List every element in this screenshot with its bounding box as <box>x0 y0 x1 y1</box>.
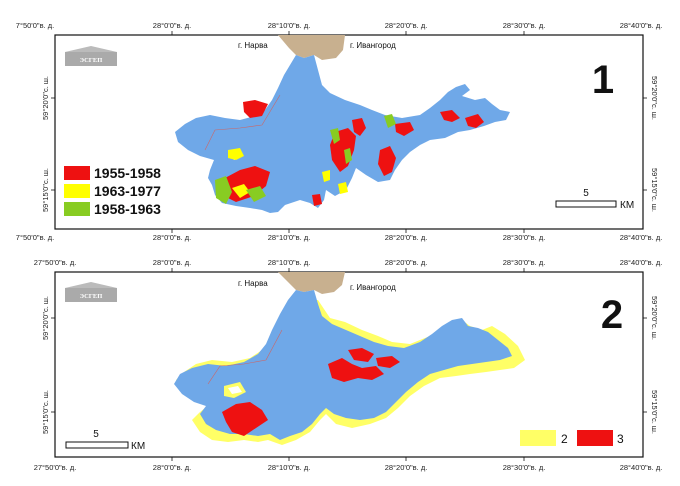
tick-label: 28°30'0"в. д. <box>503 21 546 30</box>
legend-swatch-yellow <box>520 430 556 446</box>
tick-label: 28°30'0"в. д. <box>503 258 546 267</box>
tick-label: 28°20'0"в. д. <box>385 233 428 242</box>
tick-label: 28°0'0"в. д. <box>153 21 191 30</box>
city-ivangorod: г. Ивангород <box>350 283 396 292</box>
tick-label: 28°40'0"в. д. <box>620 258 663 267</box>
logo: ЭСГЕП <box>65 282 117 302</box>
scale-unit: КМ <box>131 441 145 452</box>
zone-3-areas <box>222 348 400 436</box>
scale-unit: КМ <box>620 200 634 211</box>
tick-label: 28°10'0"в. д. <box>268 463 311 472</box>
legend-label: 2 <box>561 432 568 446</box>
panel-number: 2 <box>601 293 623 337</box>
legend-label: 3 <box>617 432 624 446</box>
legend-label: 1963-1977 <box>94 183 161 199</box>
flood-1963-1977 <box>228 148 348 198</box>
scale-bar: 5 КМ <box>65 429 145 452</box>
bottom-tick-labels: 27°50'0"в. д. 28°0'0"в. д. 28°10'0"в. д.… <box>34 463 663 472</box>
lat-label: 59°15'0"с. ш. <box>41 168 50 212</box>
tick-label: 28°40'0"в. д. <box>620 21 663 30</box>
tick-label: 28°40'0"в. д. <box>620 463 663 472</box>
lat-label: 59°20'0"с. ш. <box>650 296 659 340</box>
legend-label: 1955-1958 <box>94 165 161 181</box>
top-tick-labels: 7°50'0"в. д. 28°0'0"в. д. 28°10'0"в. д. … <box>16 21 662 30</box>
logo: ЭСГЕП <box>65 46 117 66</box>
lat-label: 59°15'0"с. ш. <box>650 168 659 212</box>
legend-swatch-yellow <box>64 184 90 198</box>
lat-label: 59°20'0"с. ш. <box>41 296 50 340</box>
logo-text: ЭСГЕП <box>80 293 103 300</box>
top-tick-labels: 27°50'0"в. д. 28°0'0"в. д. 28°10'0"в. д.… <box>34 258 663 267</box>
tick-label: 28°30'0"в. д. <box>503 233 546 242</box>
legend-label: 1958-1963 <box>94 201 161 217</box>
tick-label: 28°30'0"в. д. <box>503 463 546 472</box>
bottom-tick-labels: 7°50'0"в. д. 28°0'0"в. д. 28°10'0"в. д. … <box>16 233 662 242</box>
legend-swatch-green <box>64 202 90 216</box>
lat-label: 59°20'0"с. ш. <box>41 76 50 120</box>
tick-label: 27°50'0"в. д. <box>34 463 77 472</box>
tick-label: 28°0'0"в. д. <box>153 463 191 472</box>
tick-label: 28°40'0"в. д. <box>620 233 663 242</box>
tick-label: 27°50'0"в. д. <box>34 258 77 267</box>
scale-number: 5 <box>583 188 589 199</box>
tick-label: 28°10'0"в. д. <box>268 258 311 267</box>
tick-label: 7°50'0"в. д. <box>16 233 54 242</box>
river-line <box>207 329 283 385</box>
tick-label: 28°20'0"в. д. <box>385 258 428 267</box>
panel-1: ЭСГЕП г. Нарва г. Ивангород 1 1955-1958 … <box>16 21 662 242</box>
lat-label: 59°15'0"с. ш. <box>650 390 659 434</box>
scale-bar: 5 КМ <box>555 188 634 211</box>
city-narva: г. Нарва <box>238 279 268 288</box>
island <box>228 386 242 394</box>
tick-label: 28°10'0"в. д. <box>268 233 311 242</box>
legend: 2 3 <box>520 430 624 446</box>
tick-label: 28°0'0"в. д. <box>153 233 191 242</box>
tick-label: 28°20'0"в. д. <box>385 463 428 472</box>
legend-swatch-red <box>64 166 90 180</box>
lat-label: 59°15'0"с. ш. <box>41 390 50 434</box>
river-line <box>204 94 281 151</box>
tick-label: 28°0'0"в. д. <box>153 258 191 267</box>
scale-number: 5 <box>93 429 99 440</box>
tick-label: 28°20'0"в. д. <box>385 21 428 30</box>
tick-marks <box>51 31 647 233</box>
city-narva: г. Нарва <box>238 41 268 50</box>
tick-marks <box>51 268 647 461</box>
legend-swatch-red <box>577 430 613 446</box>
flood-1958-1963 <box>215 114 396 204</box>
city-ivangorod: г. Ивангород <box>350 41 396 50</box>
legend: 1955-1958 1963-1977 1958-1963 <box>64 165 161 217</box>
lat-label: 59°20'0"с. ш. <box>650 76 659 120</box>
panel-2: ЭСГЕП г. Нарва г. Ивангород 2 5 КМ 2 3 2… <box>34 258 663 472</box>
land-area <box>278 272 345 294</box>
logo-text: ЭСГЕП <box>80 57 103 64</box>
tick-label: 7°50'0"в. д. <box>16 21 54 30</box>
panel-number: 1 <box>592 58 614 102</box>
tick-label: 28°10'0"в. д. <box>268 21 311 30</box>
land-area <box>278 35 345 60</box>
